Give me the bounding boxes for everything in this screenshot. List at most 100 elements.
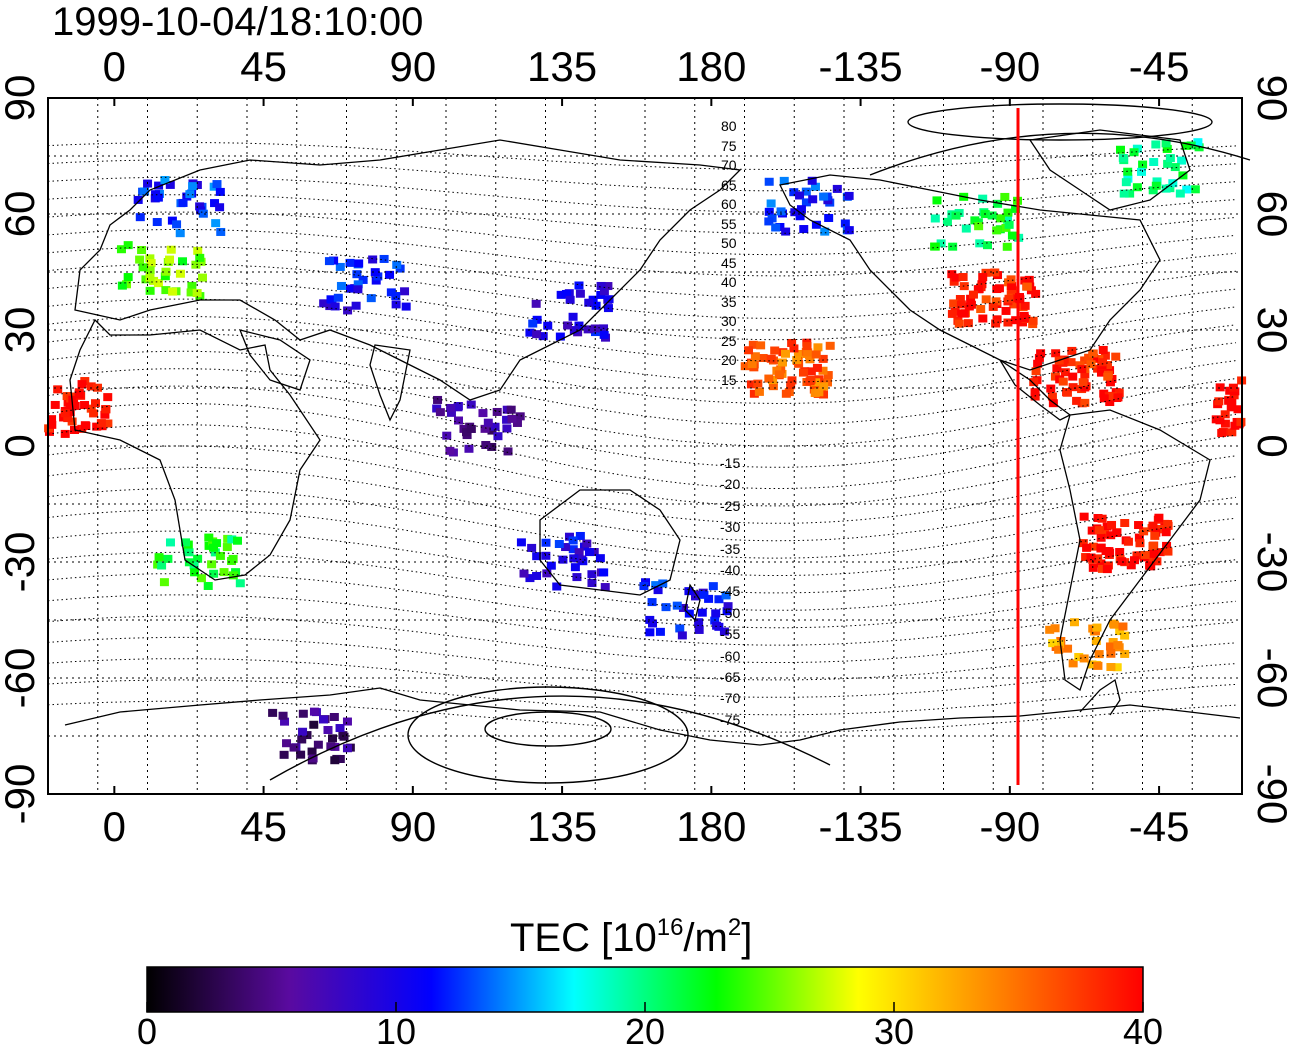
tec-point xyxy=(1115,548,1125,557)
tec-point xyxy=(531,299,541,308)
tec-point xyxy=(558,555,568,564)
tec-point xyxy=(101,405,111,414)
lat-tick-label-right: -90 xyxy=(1249,763,1292,825)
tec-point xyxy=(386,288,396,297)
tec-point xyxy=(235,579,245,588)
tec-point xyxy=(568,536,578,545)
tec-point xyxy=(308,754,318,763)
tec-point xyxy=(80,421,90,430)
tec-point xyxy=(1036,349,1046,358)
tec-point xyxy=(278,711,288,720)
magnetic-latitude-contour xyxy=(47,658,1237,698)
tec-point xyxy=(329,713,339,722)
tec-point xyxy=(1060,368,1070,377)
tec-point xyxy=(133,195,143,204)
tec-point xyxy=(1062,388,1072,397)
magnetic-latitude-label: 65 xyxy=(721,176,737,193)
magnetic-latitude-contour xyxy=(47,194,1237,234)
magnetic-latitude-contour xyxy=(47,368,1237,447)
tec-point xyxy=(820,227,830,236)
tec-point xyxy=(481,440,491,449)
tec-point xyxy=(215,551,225,560)
lon-tick-label-top: 180 xyxy=(676,43,747,90)
tec-point xyxy=(65,408,75,417)
tec-point xyxy=(1149,549,1159,558)
lat-tick-label-right: 0 xyxy=(1249,434,1292,458)
tec-point xyxy=(160,175,170,184)
tec-point xyxy=(186,288,196,297)
tec-point xyxy=(222,543,232,552)
map-frame-ticks xyxy=(113,98,1161,794)
tec-point xyxy=(1098,345,1108,354)
tec-point xyxy=(1105,366,1115,375)
lon-tick-label-top: 45 xyxy=(240,43,287,90)
south-auroral-oval-inner xyxy=(484,711,612,747)
colorbar-tick-label: 30 xyxy=(873,1011,915,1052)
tec-point xyxy=(976,305,986,314)
tec-point xyxy=(1088,542,1098,551)
tec-point xyxy=(1080,398,1090,407)
magnetic-latitude-label: 40 xyxy=(721,274,737,290)
tec-point xyxy=(768,382,778,391)
tec-point xyxy=(1151,181,1161,190)
tec-point xyxy=(1015,293,1025,302)
tec-point xyxy=(574,281,584,290)
tec-point xyxy=(212,180,222,189)
tec-point xyxy=(568,545,578,554)
tec-point xyxy=(309,707,319,716)
tec-point xyxy=(1233,405,1243,414)
tec-point xyxy=(949,277,959,286)
tec-point xyxy=(400,287,410,296)
magnetic-latitude-contour xyxy=(47,246,1237,298)
tec-point xyxy=(1000,192,1010,201)
tec-point xyxy=(282,739,292,748)
magnetic-latitude-contour xyxy=(47,176,1237,213)
tec-point xyxy=(502,424,512,433)
magnetic-latitude-contour xyxy=(47,142,1237,170)
tec-point xyxy=(1109,620,1119,629)
tec-point xyxy=(740,362,750,371)
magnetic-latitude-contour xyxy=(47,333,1237,405)
tec-point xyxy=(135,255,145,264)
tec-point xyxy=(787,338,797,347)
tec-point xyxy=(1132,551,1142,560)
tec-point xyxy=(951,211,961,220)
colorbar-title-close: ] xyxy=(741,916,753,960)
tec-point xyxy=(793,351,803,360)
tec-point xyxy=(307,747,317,756)
tec-point xyxy=(1086,553,1096,562)
tec-point xyxy=(1068,372,1078,381)
tec-point xyxy=(1107,392,1117,401)
tec-point xyxy=(589,548,599,557)
tec-point xyxy=(1028,316,1038,325)
tec-point xyxy=(949,299,959,308)
tec-point xyxy=(1088,349,1098,358)
tec-point xyxy=(379,254,389,263)
tec-point xyxy=(507,414,517,423)
tec-point xyxy=(932,196,942,205)
tec-point xyxy=(832,184,842,193)
tec-point xyxy=(661,603,671,612)
tec-point xyxy=(339,732,349,741)
tec-point xyxy=(840,219,850,228)
magnetic-latitude-label: 60 xyxy=(721,196,737,212)
magnetic-latitude-contour xyxy=(47,403,1237,489)
tec-point xyxy=(328,734,338,743)
tec-point xyxy=(1162,541,1172,550)
tec-point xyxy=(1078,378,1088,387)
tec-point xyxy=(1001,306,1011,315)
coastlines xyxy=(64,129,1241,746)
tec-point xyxy=(992,226,1002,235)
tec-point xyxy=(140,187,150,196)
tec-point xyxy=(1148,542,1158,551)
lat-tick-label-right: 30 xyxy=(1249,306,1292,354)
tec-point xyxy=(978,273,988,282)
tec-point xyxy=(212,539,222,548)
tec-point xyxy=(801,198,811,207)
tec-point xyxy=(1102,565,1112,574)
tec-point xyxy=(988,302,998,311)
tec-point xyxy=(811,378,821,387)
tec-point xyxy=(1003,208,1013,217)
lat-tick-label-left: -90 xyxy=(0,763,43,825)
tec-point xyxy=(1078,539,1088,548)
